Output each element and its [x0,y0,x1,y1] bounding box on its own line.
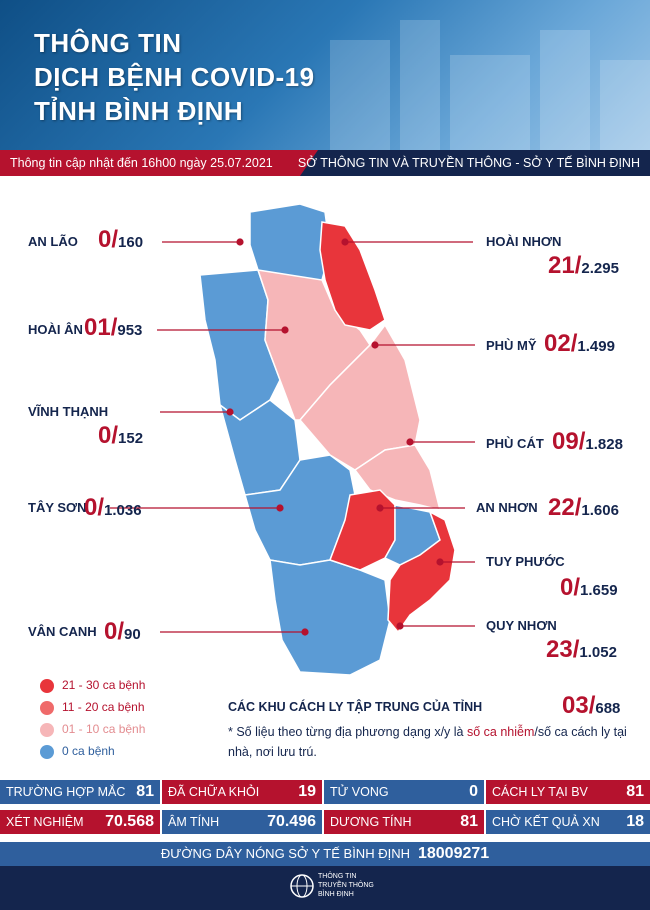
title-line-3: TỈNH BÌNH ĐỊNH [34,96,244,126]
district-tuy-phuoc-label: TUY PHƯỚC [486,554,565,569]
title-line-2: DỊCH BỆNH COVID-19 [34,62,315,92]
district-quy-nhon-value: 23/1.052 [546,636,617,663]
footer-logo-text: THÔNG TIN TRUYỀN THÔNG BÌNH ĐỊNH [318,873,374,898]
district-quy-nhon-label: QUY NHƠN [486,618,557,633]
district-phu-my-label: PHÙ MỸ [486,338,537,353]
legend-dot-icon [40,700,54,715]
stat-tests: XÉT NGHIỆM 70.568 [0,810,160,834]
quarantine-label: CÁC KHU CÁCH LY TẬP TRUNG CỦA TỈNH [228,700,483,714]
hotline-number: 18009271 [417,845,490,862]
stats-row-1: TRƯỜNG HỢP MẮC 81 ĐÃ CHỮA KHỎI 19 TỬ VONG 0… [0,780,650,804]
district-an-lao-label: AN LÃO [28,234,78,249]
header-banner: THÔNG TIN DỊCH BỆNH COVID-19 TỈNH BÌNH Đ… [0,0,650,150]
region-van-canh [269,559,391,676]
update-time: Thông tin cập nhật đến 16h00 ngày 25.07.… [0,150,318,176]
stats-row-2: XÉT NGHIỆM 70.568 ÂM TÍNH 70.496 DƯƠNG TÍN… [0,810,650,834]
district-tay-son-label: TÂY SƠN [28,500,87,515]
district-tuy-phuoc-value: 0/1.659 [560,574,618,601]
district-phu-my-value: 02/1.499 [544,330,615,357]
legend-dot-icon [40,722,54,737]
district-phu-cat-value: 09/1.828 [552,428,623,455]
quarantine-value: 03/688 [562,692,621,719]
title-line-1: THÔNG TIN [34,28,182,58]
stat-deaths: TỬ VONG 0 [324,780,484,804]
globe-logo-icon [290,874,314,898]
stat-recovered: ĐÃ CHỮA KHỎI 19 [162,780,322,804]
hotline-bar: ĐƯỜNG DÂY NÓNG SỞ Y TẾ BÌNH ĐỊNH 18009271 [0,842,650,866]
district-vinh-thanh-label: VĨNH THẠNH [28,404,109,419]
region-quy-nhon [387,510,456,634]
source-text: SỞ THÔNG TIN VÀ TRUYỀN THÔNG - SỞ Y TẾ B… [297,156,640,170]
district-hoai-an-label: HOÀI ÂN [28,322,83,337]
stat-hospital-isolation: CÁCH LY TẠI BV 81 [486,780,650,804]
footnote: * Số liệu theo từng địa phương dạng x/y … [228,725,627,759]
legend-item-0: 0 ca bệnh [40,744,115,759]
district-van-canh-value: 0/90 [104,618,141,645]
district-an-nhon-value: 22/1.606 [548,494,619,521]
district-tay-son-value: 0/1.036 [84,494,142,521]
district-hoai-an-value: 01/953 [84,314,143,341]
legend-dot-icon [40,744,54,759]
stat-cases: TRƯỜNG HỢP MẮC 81 [0,780,160,804]
legend-item-11-20: 11 - 20 ca bệnh [40,700,145,715]
info-bar: Thông tin cập nhật đến 16h00 ngày 25.07.… [0,150,650,176]
district-van-canh-label: VÂN CANH [28,624,97,639]
district-hoai-nhon-value: 21/2.295 [548,252,619,279]
legend-item-01-10: 01 - 10 ca bệnh [40,722,145,737]
district-phu-cat-label: PHÙ CÁT [486,436,544,451]
footer: THÔNG TIN TRUYỀN THÔNG BÌNH ĐỊNH [0,866,650,910]
hotline-label: ĐƯỜNG DÂY NÓNG SỞ Y TẾ BÌNH ĐỊNH [160,846,410,861]
district-hoai-nhon-label: HOÀI NHƠN [486,234,562,249]
district-vinh-thanh-value: 0/152 [98,422,144,449]
stat-negative: ÂM TÍNH 70.496 [162,810,322,834]
district-an-nhon-label: AN NHƠN [476,500,538,515]
legend-dot-icon [40,678,54,693]
stat-pending: CHỜ KẾT QUẢ XN 18 [486,810,650,834]
legend-item-21-30: 21 - 30 ca bệnh [40,678,145,693]
stat-positive: DƯƠNG TÍNH 81 [324,810,484,834]
district-an-lao-value: 0/160 [98,226,144,253]
